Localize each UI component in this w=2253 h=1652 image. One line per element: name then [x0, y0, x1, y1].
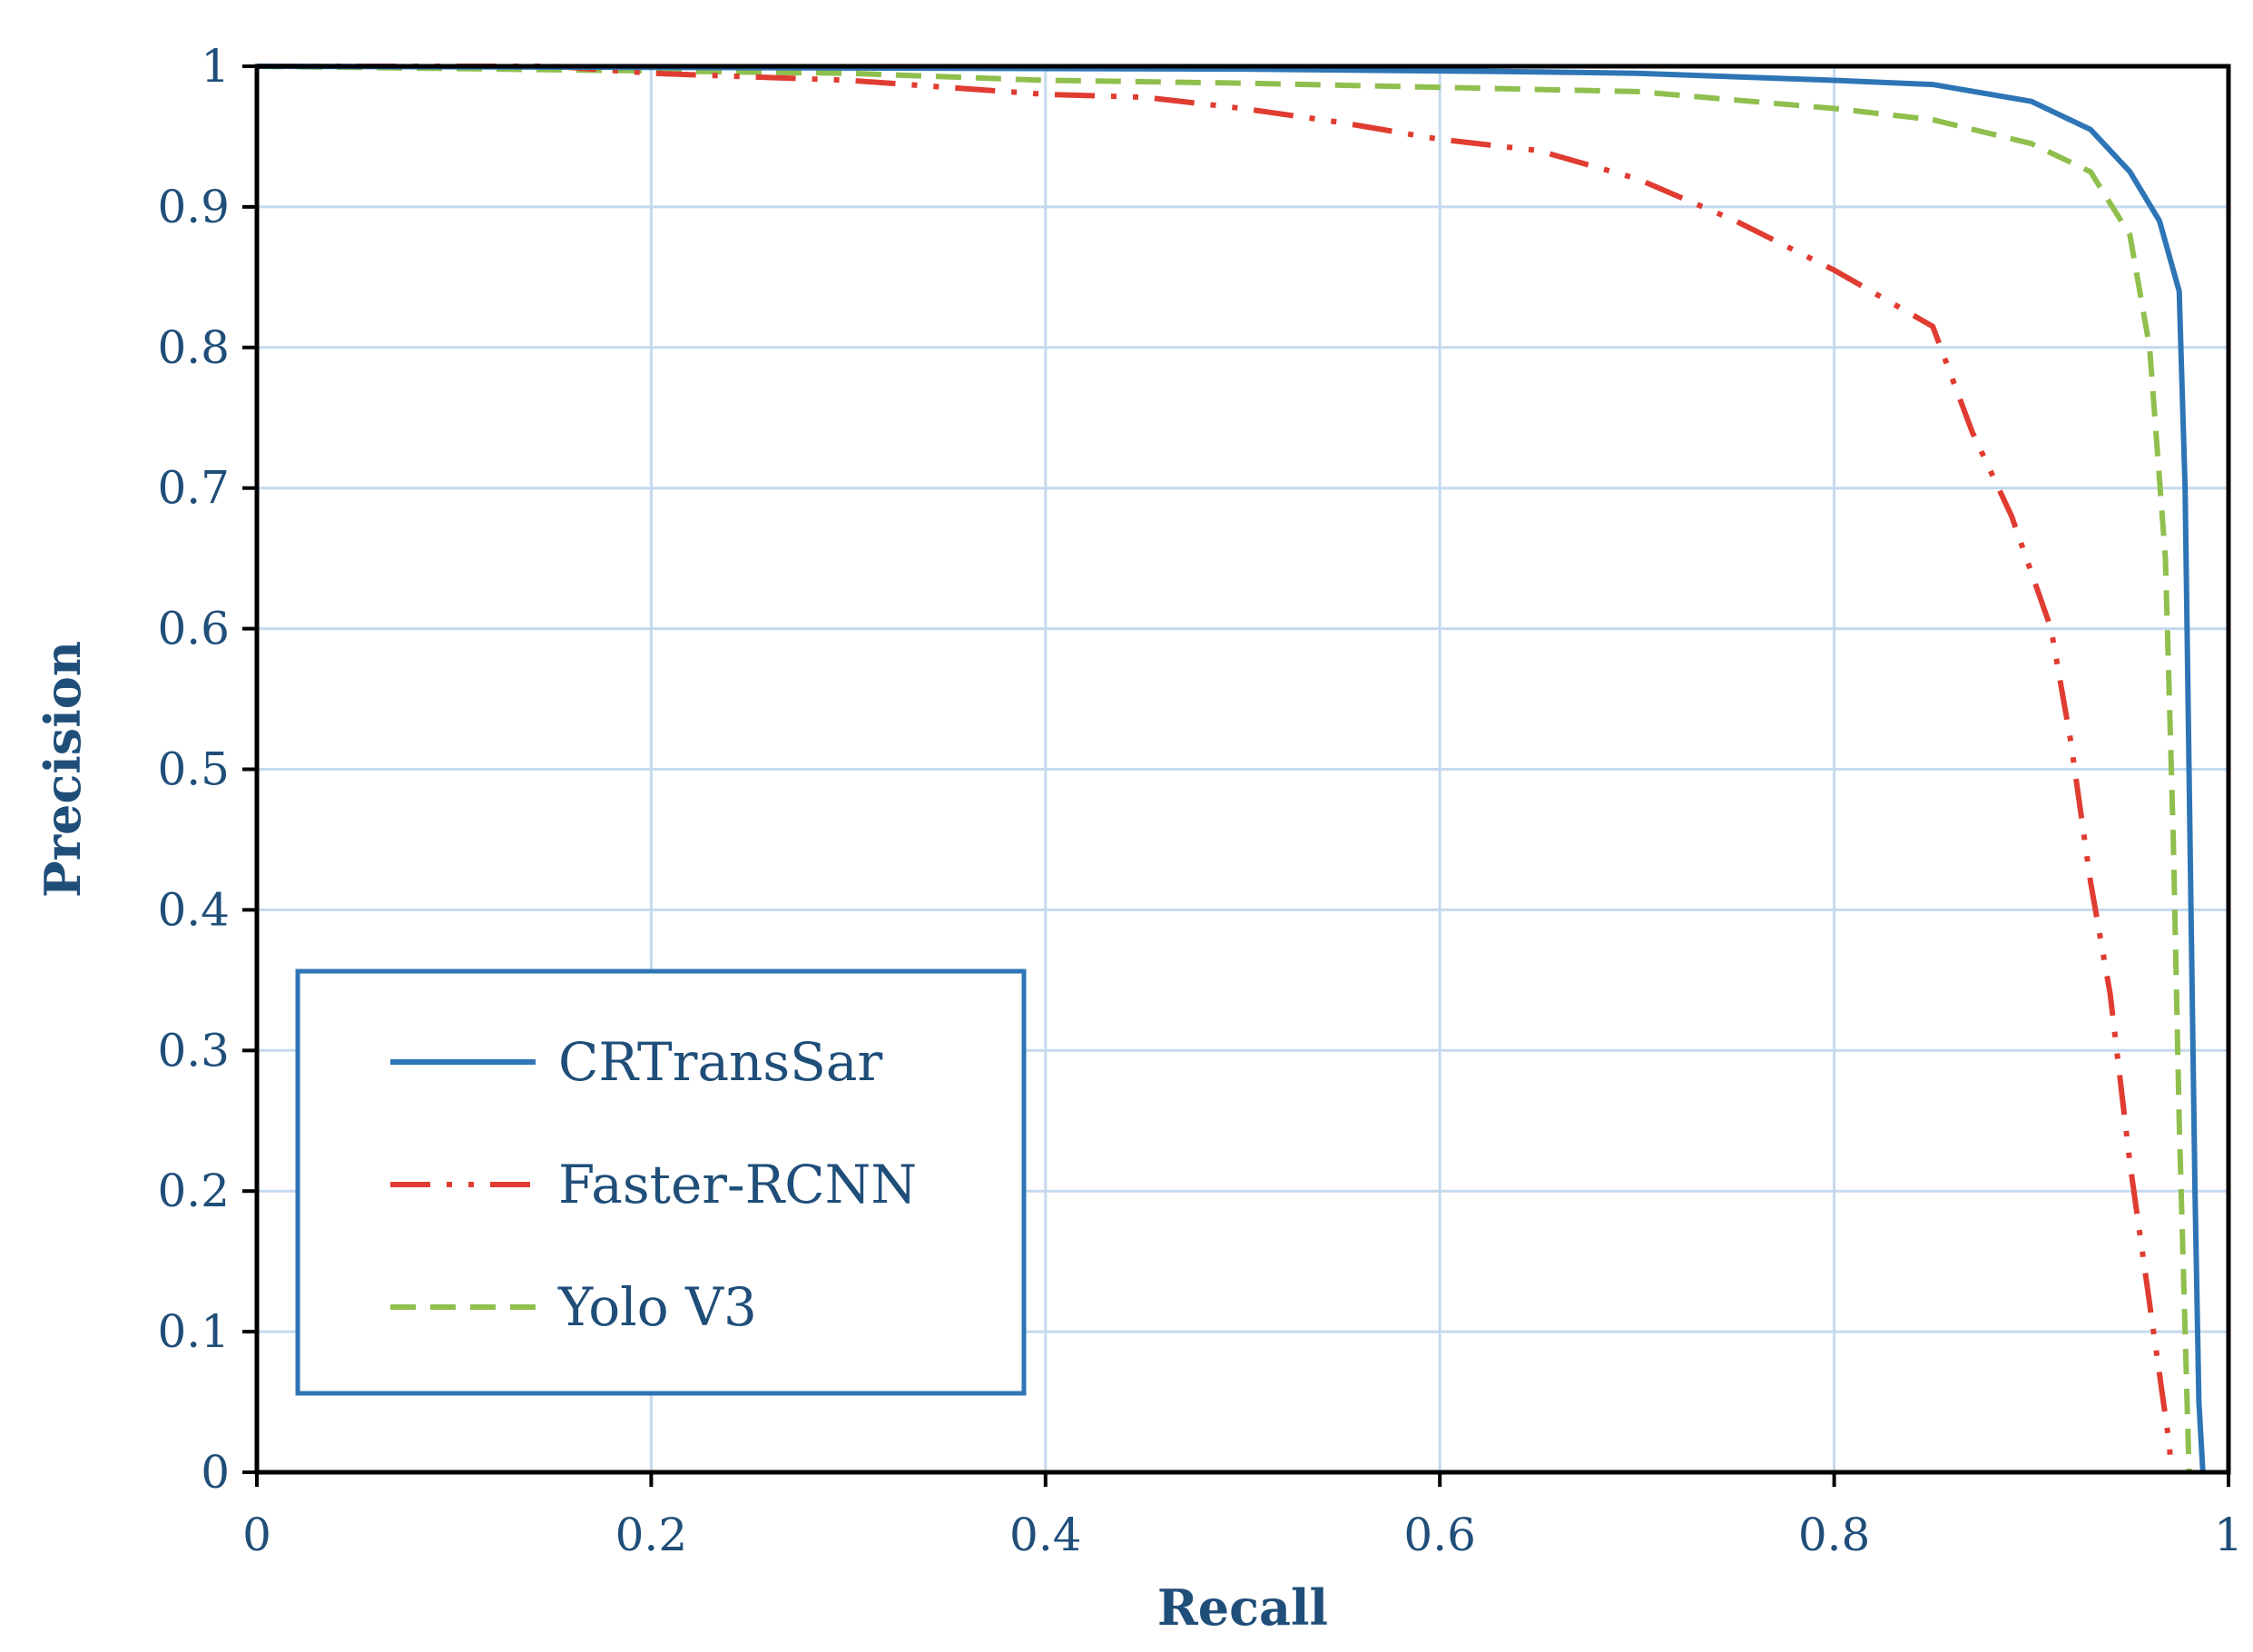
legend-label-faster-rcnn: Faster-RCNN — [558, 1154, 917, 1215]
series-lines — [256, 64, 2206, 1473]
x-axis-title: Recall — [1157, 1578, 1328, 1637]
y-tick-label: 0 — [201, 1446, 230, 1499]
y-tick-label: 0.5 — [157, 743, 230, 796]
y-tick-label: 0.7 — [157, 462, 230, 515]
x-tick-label: 1 — [2214, 1509, 2243, 1561]
series-line-yolo-v3 — [256, 64, 2192, 1473]
legend-label-crtranssar: CRTransSar — [558, 1031, 882, 1093]
y-tick-label: 0.6 — [157, 603, 230, 655]
series-line-faster-rcnn — [257, 64, 2174, 1473]
x-tick-label: 0.8 — [1798, 1509, 1871, 1561]
y-tick-label: 0.1 — [157, 1305, 230, 1358]
y-axis-title: Precision — [34, 641, 92, 898]
y-tick-label: 0.3 — [157, 1024, 230, 1077]
legend: CRTransSar Faster-RCNN Yolo V3 — [295, 969, 1027, 1396]
y-tick-label: 0.9 — [157, 181, 230, 233]
x-tick-label: 0.4 — [1009, 1509, 1082, 1561]
y-tick-label: 0.8 — [157, 321, 230, 374]
x-tick-label: 0.6 — [1403, 1509, 1476, 1561]
y-tick-label: 0.2 — [157, 1165, 230, 1217]
series-line-crtranssar — [256, 64, 2206, 1473]
y-tick-labels: 0 0.1 0.2 0.3 0.4 0.5 0.6 0.7 0.8 0.9 1 — [157, 40, 230, 1499]
axis-ticks — [242, 64, 2230, 1487]
legend-label-yolo-v3: Yolo V3 — [557, 1276, 757, 1338]
y-tick-label: 0.4 — [157, 883, 230, 936]
y-tick-label: 1 — [201, 40, 230, 93]
x-tick-label: 0.2 — [615, 1509, 688, 1561]
x-tick-label: 0 — [242, 1509, 271, 1561]
x-tick-labels: 0 0.2 0.4 0.6 0.8 1 — [242, 1509, 2243, 1561]
